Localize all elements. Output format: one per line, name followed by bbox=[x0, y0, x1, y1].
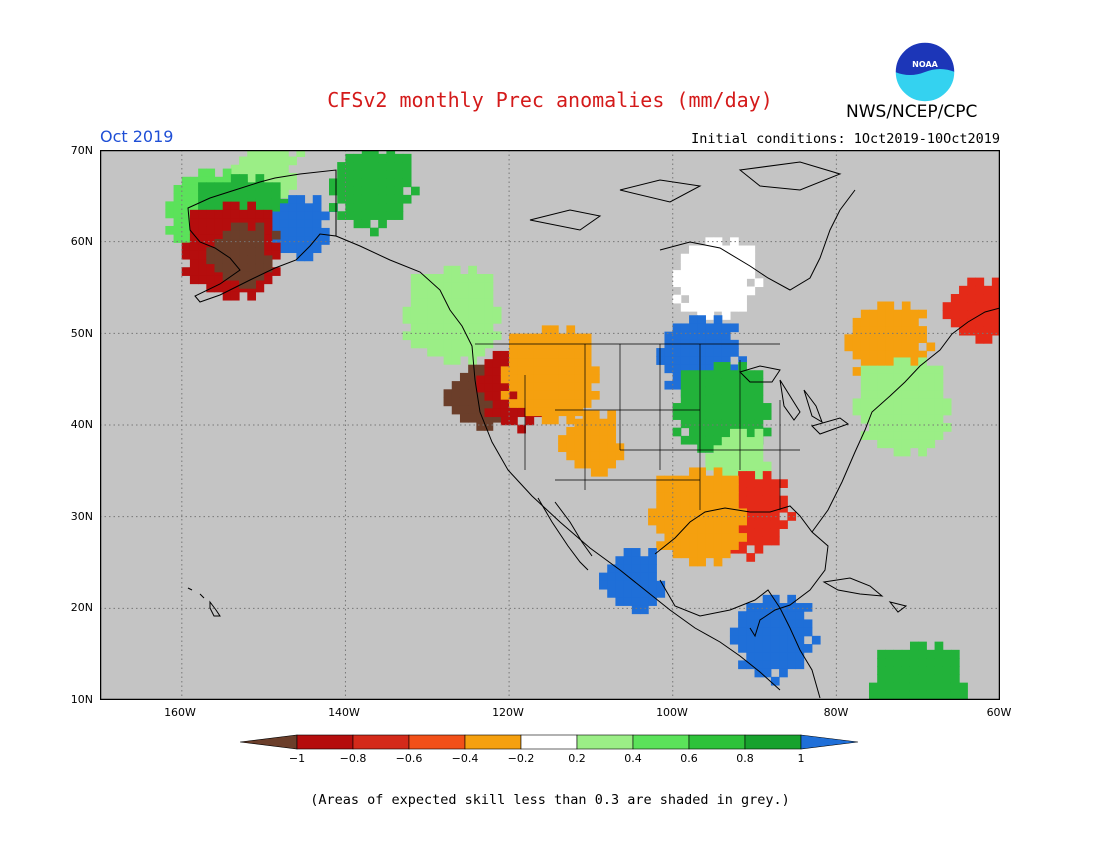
legend-swatch bbox=[520, 734, 578, 750]
legend-label-04: 0.4 bbox=[624, 752, 642, 765]
lat-label-50n: 50N bbox=[70, 327, 93, 340]
legend-label-neg1: −1 bbox=[288, 752, 306, 765]
forecast-month: Oct 2019 bbox=[100, 127, 174, 146]
anomaly-region-brown bbox=[206, 222, 281, 289]
anomaly-region-lightgreen bbox=[402, 265, 502, 365]
anomaly-regions bbox=[165, 150, 1000, 700]
lat-label-60n: 60N bbox=[70, 235, 93, 248]
anomaly-region-blue bbox=[599, 548, 666, 615]
legend-swatch bbox=[464, 734, 522, 750]
initial-conditions: Initial conditions: 1Oct2019-10Oct2019 bbox=[691, 131, 1000, 147]
lat-label-70n: 70N bbox=[70, 144, 93, 157]
legend-label-neg08: −0.8 bbox=[339, 752, 367, 765]
legend-label-08: 0.8 bbox=[736, 752, 754, 765]
map-title: CFSv2 monthly Prec anomalies (mm/day) bbox=[327, 88, 773, 112]
lon-label-140w: 140W bbox=[328, 706, 360, 719]
lon-label-100w: 100W bbox=[656, 706, 688, 719]
legend-arrow-high bbox=[800, 734, 859, 750]
legend-label-02: 0.2 bbox=[568, 752, 586, 765]
legend-swatch bbox=[632, 734, 690, 750]
coastlines bbox=[187, 161, 1000, 699]
anomaly-region-lightgreen bbox=[852, 357, 952, 457]
anomaly-region-orange bbox=[558, 410, 625, 477]
anomaly-map bbox=[100, 150, 1000, 700]
lat-label-20n: 20N bbox=[70, 601, 93, 614]
lat-label-10n: 10N bbox=[70, 693, 93, 706]
lon-label-120w: 120W bbox=[492, 706, 524, 719]
legend-label-neg06: −0.6 bbox=[395, 752, 423, 765]
skill-footnote: (Areas of expected skill less than 0.3 a… bbox=[310, 792, 790, 808]
legend-label-06: 0.6 bbox=[680, 752, 698, 765]
agency-label: NWS/NCEP/CPC bbox=[846, 102, 978, 122]
legend-label-1: 1 bbox=[797, 752, 805, 765]
map-frame bbox=[100, 150, 1000, 700]
legend-swatch bbox=[744, 734, 802, 750]
legend-swatch bbox=[576, 734, 634, 750]
noaa-logo: NOAA bbox=[894, 41, 956, 103]
lon-label-80w: 80W bbox=[823, 706, 849, 719]
anomaly-region-darkgreen bbox=[868, 641, 968, 700]
lat-label-30n: 30N bbox=[70, 510, 93, 523]
lat-label-40n: 40N bbox=[70, 418, 93, 431]
legend-swatch bbox=[296, 734, 354, 750]
legend-swatch bbox=[688, 734, 746, 750]
map-gridlines bbox=[100, 150, 1000, 700]
legend-swatch bbox=[352, 734, 410, 750]
political-boundaries bbox=[475, 343, 800, 510]
lon-label-60w: 60W bbox=[986, 706, 1012, 719]
anomaly-region-blue bbox=[729, 594, 821, 686]
noaa-logo-text: NOAA bbox=[912, 60, 938, 69]
lon-label-160w: 160W bbox=[164, 706, 196, 719]
anomaly-region-darkgreen bbox=[329, 150, 420, 237]
legend-swatch bbox=[408, 734, 466, 750]
anomaly-region-orange bbox=[500, 325, 600, 425]
legend-label-neg02: −0.2 bbox=[507, 752, 535, 765]
legend-label-neg04: −0.4 bbox=[451, 752, 479, 765]
color-legend bbox=[240, 734, 859, 750]
legend-arrow-low bbox=[240, 734, 298, 750]
